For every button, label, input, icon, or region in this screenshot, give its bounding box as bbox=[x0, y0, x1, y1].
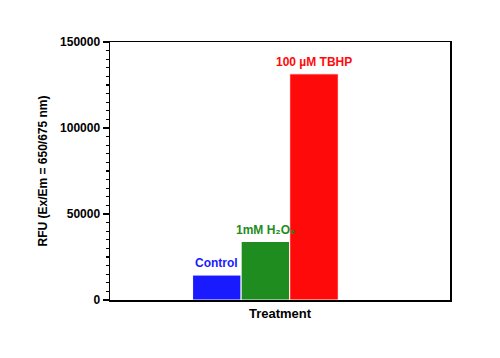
svg-text:Control: Control bbox=[195, 256, 238, 270]
svg-text:100000: 100000 bbox=[60, 121, 100, 135]
svg-text:1mM H₂O₂: 1mM H₂O₂ bbox=[236, 223, 295, 237]
svg-text:100 µM TBHP: 100 µM TBHP bbox=[276, 55, 352, 69]
svg-text:150000: 150000 bbox=[60, 35, 100, 49]
svg-text:Treatment: Treatment bbox=[249, 306, 312, 321]
svg-text:0: 0 bbox=[93, 293, 100, 307]
svg-text:RFU (Ex/Em = 650/675 nm): RFU (Ex/Em = 650/675 nm) bbox=[36, 95, 50, 246]
svg-text:50000: 50000 bbox=[67, 207, 101, 221]
